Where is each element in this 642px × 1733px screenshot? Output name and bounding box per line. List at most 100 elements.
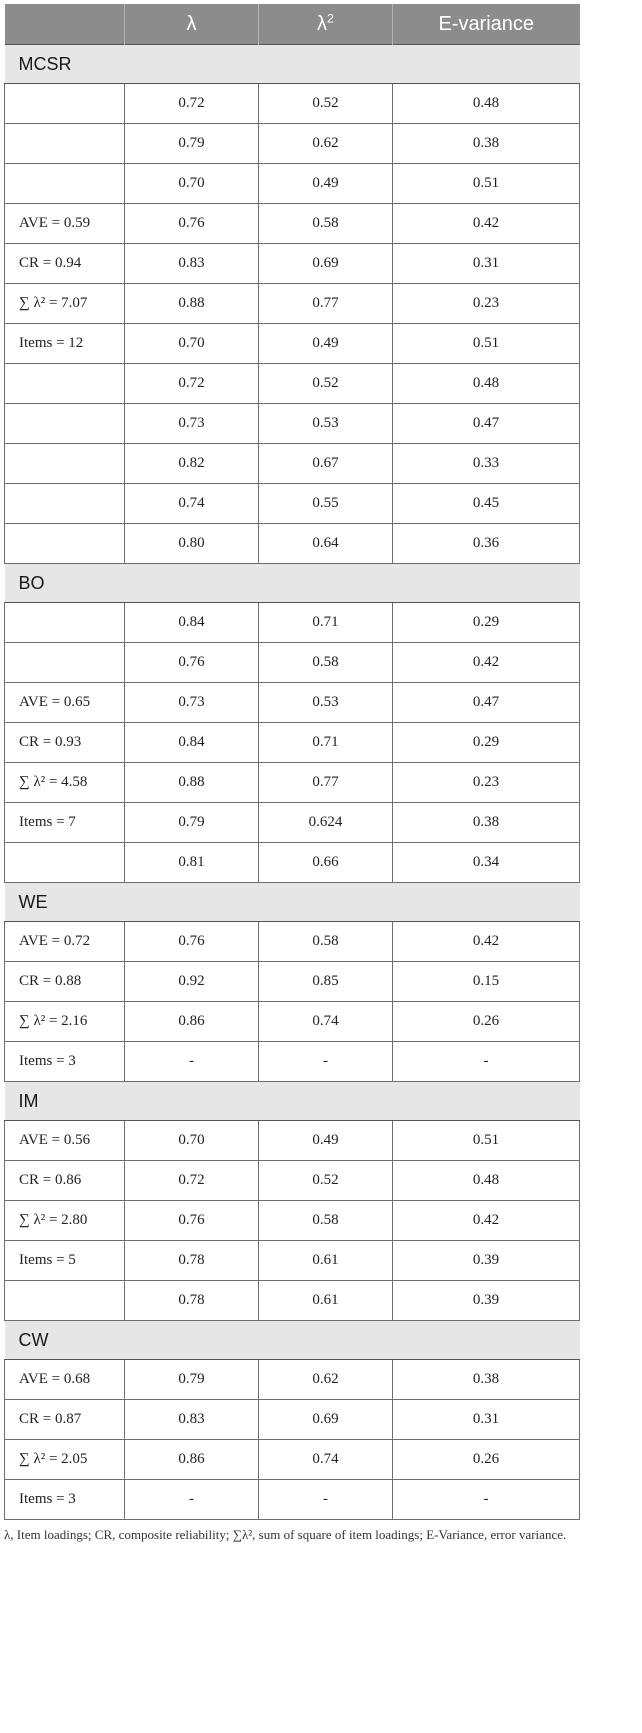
stat-label-cell: AVE = 0.68 xyxy=(4,1359,125,1400)
lambda-cell: 0.84 xyxy=(124,722,259,763)
error-variance-cell: 0.39 xyxy=(392,1280,580,1321)
table-body: MCSR 0.72 0.52 0.48 0.79 0.62 0.38 0.70 0.49 0.51… xyxy=(4,44,580,1520)
error-variance-cell: 0.23 xyxy=(392,762,580,803)
lambda-cell: 0.72 xyxy=(124,83,259,124)
lambda-cell: 0.76 xyxy=(124,1200,259,1241)
lambda-cell: 0.88 xyxy=(124,762,259,803)
stat-label-cell xyxy=(4,523,125,564)
lambda-cell: 0.76 xyxy=(124,203,259,244)
table-row: 0.76 0.58 0.42 xyxy=(4,642,580,683)
error-variance-cell: 0.31 xyxy=(392,243,580,284)
table-row: AVE = 0.59 0.76 0.58 0.42 xyxy=(4,203,580,244)
table-row: CR = 0.88 0.92 0.85 0.15 xyxy=(4,961,580,1002)
error-variance-cell: 0.15 xyxy=(392,961,580,1002)
error-variance-cell: 0.48 xyxy=(392,83,580,124)
lambda-cell: 0.84 xyxy=(124,602,259,643)
error-variance-cell: - xyxy=(392,1041,580,1082)
stat-label-cell xyxy=(4,642,125,683)
header-row: λ λ2 E-variance xyxy=(4,4,580,45)
header-error-variance: E-variance xyxy=(392,4,580,45)
table-row: CR = 0.94 0.83 0.69 0.31 xyxy=(4,243,580,284)
error-variance-cell: 0.48 xyxy=(392,363,580,404)
lambda-cell: 0.76 xyxy=(124,921,259,962)
lambda-squared-cell: 0.52 xyxy=(258,1160,393,1201)
error-variance-cell: - xyxy=(392,1479,580,1520)
lambda-squared-cell: 0.77 xyxy=(258,762,393,803)
lambda-squared-cell: 0.71 xyxy=(258,602,393,643)
table-row: 0.73 0.53 0.47 xyxy=(4,403,580,444)
lambda-squared-cell: 0.624 xyxy=(258,802,393,843)
section-header-row: WE xyxy=(4,882,580,922)
lambda-squared-cell: 0.49 xyxy=(258,323,393,364)
lambda-cell: 0.70 xyxy=(124,323,259,364)
lambda-cell: 0.70 xyxy=(124,1120,259,1161)
error-variance-cell: 0.26 xyxy=(392,1001,580,1042)
lambda-squared-cell: 0.52 xyxy=(258,363,393,404)
lambda-squared-cell: 0.49 xyxy=(258,163,393,204)
stat-label-cell xyxy=(4,83,125,124)
lambda-squared-cell: 0.67 xyxy=(258,443,393,484)
lambda-cell: 0.79 xyxy=(124,802,259,843)
stat-label-cell: CR = 0.87 xyxy=(4,1399,125,1440)
stat-label-cell: AVE = 0.59 xyxy=(4,203,125,244)
lambda-cell: - xyxy=(124,1479,259,1520)
lambda-cell: 0.82 xyxy=(124,443,259,484)
lambda-squared-cell: 0.58 xyxy=(258,642,393,683)
error-variance-cell: 0.51 xyxy=(392,323,580,364)
lambda-cell: 0.83 xyxy=(124,243,259,284)
table-row: AVE = 0.72 0.76 0.58 0.42 xyxy=(4,921,580,962)
table-row: AVE = 0.56 0.70 0.49 0.51 xyxy=(4,1120,580,1161)
stat-label-cell xyxy=(4,123,125,164)
header-lambda-squared: λ2 xyxy=(258,4,393,45)
error-variance-cell: 0.23 xyxy=(392,283,580,324)
stat-label-cell: CR = 0.94 xyxy=(4,243,125,284)
table-row: 0.84 0.71 0.29 xyxy=(4,602,580,643)
section-title: IM xyxy=(4,1081,580,1121)
table-row: 0.79 0.62 0.38 xyxy=(4,123,580,164)
table-row: AVE = 0.65 0.73 0.53 0.47 xyxy=(4,682,580,723)
table-row: Items = 3--- xyxy=(4,1041,580,1082)
table-row: CR = 0.86 0.72 0.52 0.48 xyxy=(4,1160,580,1201)
lambda-squared-cell: 0.61 xyxy=(258,1280,393,1321)
table-row: ∑ λ² = 2.16 0.86 0.74 0.26 xyxy=(4,1001,580,1042)
table-row: 0.80 0.64 0.36 xyxy=(4,523,580,564)
error-variance-cell: 0.34 xyxy=(392,842,580,883)
lambda-squared-cell: 0.52 xyxy=(258,83,393,124)
table-row: CR = 0.93 0.84 0.71 0.29 xyxy=(4,722,580,763)
lambda-cell: 0.73 xyxy=(124,682,259,723)
lambda-squared-cell: 0.53 xyxy=(258,682,393,723)
lambda-squared-cell: - xyxy=(258,1041,393,1082)
stat-label-cell xyxy=(4,1280,125,1321)
stat-label-cell: Items = 7 xyxy=(4,802,125,843)
lambda-cell: 0.79 xyxy=(124,1359,259,1400)
lambda-cell: 0.78 xyxy=(124,1280,259,1321)
error-variance-cell: 0.29 xyxy=(392,602,580,643)
error-variance-cell: 0.42 xyxy=(392,921,580,962)
stat-label-cell: ∑ λ² = 2.16 xyxy=(4,1001,125,1042)
section-title: MCSR xyxy=(4,44,580,84)
table-row: Items = 7 0.79 0.624 0.38 xyxy=(4,802,580,843)
error-variance-cell: 0.33 xyxy=(392,443,580,484)
stat-label-cell: AVE = 0.65 xyxy=(4,682,125,723)
stat-label-cell xyxy=(4,363,125,404)
lambda-squared-cell: 0.74 xyxy=(258,1439,393,1480)
table-container: λ λ2 E-variance MCSR 0.72 0.52 0.48 0.79 0.62… xyxy=(4,4,580,1543)
lambda-squared-cell: 0.58 xyxy=(258,1200,393,1241)
error-variance-cell: 0.31 xyxy=(392,1399,580,1440)
error-variance-cell: 0.47 xyxy=(392,403,580,444)
lambda-cell: 0.74 xyxy=(124,483,259,524)
table-row: 0.82 0.67 0.33 xyxy=(4,443,580,484)
lambda-cell: 0.86 xyxy=(124,1439,259,1480)
stat-label-cell xyxy=(4,163,125,204)
stat-label-cell: Items = 12 xyxy=(4,323,125,364)
lambda-squared-cell: 0.85 xyxy=(258,961,393,1002)
table-row: Items = 3--- xyxy=(4,1479,580,1520)
error-variance-cell: 0.39 xyxy=(392,1240,580,1281)
stat-label-cell xyxy=(4,443,125,484)
error-variance-cell: 0.42 xyxy=(392,1200,580,1241)
error-variance-cell: 0.36 xyxy=(392,523,580,564)
lambda-cell: 0.72 xyxy=(124,1160,259,1201)
lambda-squared-cell: 0.74 xyxy=(258,1001,393,1042)
error-variance-cell: 0.51 xyxy=(392,1120,580,1161)
error-variance-cell: 0.42 xyxy=(392,203,580,244)
